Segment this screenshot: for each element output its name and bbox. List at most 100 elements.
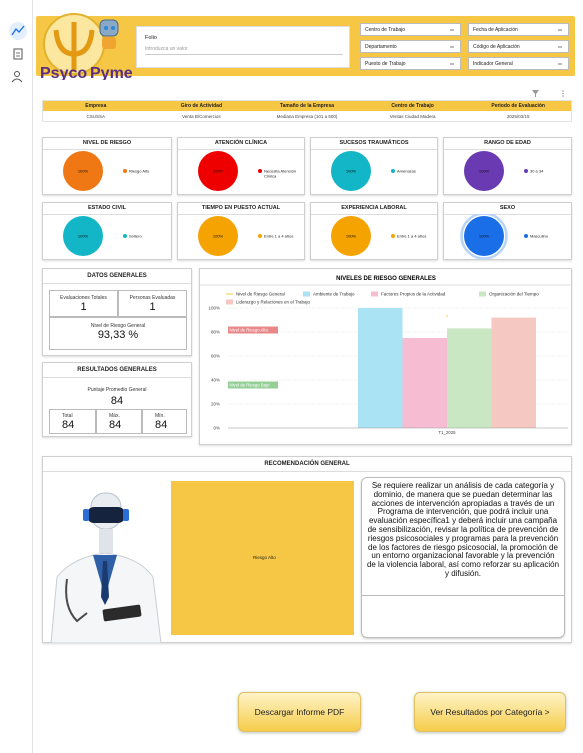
y-tick-label: 80% — [211, 330, 220, 335]
pie-slice — [198, 216, 238, 256]
caret — [450, 63, 454, 65]
folio-box[interactable]: Folio Introduzca un valor — [136, 26, 350, 68]
caret — [558, 46, 562, 48]
users-icon-body — [11, 78, 23, 83]
stat-value: 84 — [155, 419, 168, 431]
stat-label: Evaluaciones Totales — [60, 295, 107, 301]
legend-label: Nivel de Riesgo General — [236, 292, 285, 297]
card-title: NIVEL DE RIESGO — [43, 138, 171, 150]
stat-label: Máx. — [109, 413, 120, 419]
stat-cell: Evaluaciones Totales 1 — [49, 290, 118, 317]
filter-dropdown[interactable]: Puesto de Trabajo — [360, 57, 461, 70]
menu-dot[interactable] — [562, 90, 564, 92]
pie-chart: 100% Entre 1 a 4 años — [331, 216, 426, 256]
download-button[interactable]: Descargar Informe PDF — [238, 692, 361, 732]
pie-card: SEXO 100% Masculino — [443, 202, 572, 260]
users-icon[interactable] — [14, 71, 20, 77]
annotation: Nivel de Riesgo Bajo — [230, 383, 270, 388]
legend-swatch — [258, 234, 262, 238]
folio-label: Folio — [145, 35, 157, 41]
table-header: Tamaño de la Empresa — [254, 101, 360, 111]
datos-generales-card: DATOS GENERALES Evaluaciones Totales 1 P… — [42, 268, 192, 356]
resultados-generales-card: RESULTADOS GENERALES Puntaje Promedio Ge… — [42, 362, 192, 437]
legend-label: Masculino — [530, 234, 549, 239]
chart-title: NIVELES DE RIESGO GENERALES — [336, 276, 436, 282]
legend-swatch — [524, 234, 528, 238]
bar-chart: NIVELES DE RIESGO GENERALES Nivel de Ries… — [200, 276, 571, 435]
table-cell: Mediana Empresa (101 a 500) — [276, 114, 338, 119]
menu-dot — [562, 92, 564, 95]
pie-slice — [63, 216, 103, 256]
y-tick-label: 20% — [211, 402, 220, 407]
bar — [402, 338, 447, 428]
caret — [450, 46, 454, 48]
bar — [447, 328, 492, 428]
stat-value: 84 — [62, 419, 75, 431]
legend-label: Riesgo Alto — [129, 169, 150, 174]
table-cell: Venta B/Comercios — [182, 114, 221, 119]
legend-swatch — [371, 291, 378, 297]
card-title: ATENCIÓN CLÍNICA — [178, 138, 304, 150]
tablet — [102, 604, 142, 622]
results-button[interactable]: Ver Resultados por Categoría > — [414, 692, 566, 732]
toolbar-icons — [532, 90, 564, 97]
filter-dropdown[interactable]: Código de Aplicación — [468, 40, 569, 53]
table-cell: 2025/03/15 — [506, 114, 530, 119]
line-point — [446, 315, 448, 317]
recomendacion-card: RECOMENDACIÓN GENERAL Riesgo Alto Se req… — [42, 456, 572, 643]
pie-chart: 100% 30 a 34 — [464, 151, 544, 191]
table-header: Giro de Actividad — [148, 101, 255, 111]
legend-swatch — [123, 234, 127, 238]
pie-slice — [63, 151, 103, 191]
filter-dropdown[interactable]: Centro de Trabajo — [360, 23, 461, 36]
legend-swatch — [391, 234, 395, 238]
pie-chart: 100% Necesita Atención Clínica — [198, 151, 296, 191]
pie-card: RANGO DE EDAD 100% 30 a 34 — [443, 137, 572, 195]
pie-card: ESTADO CIVIL 100% Soltero — [42, 202, 172, 260]
slice-label: 100% — [479, 234, 490, 239]
card-title: SUCESOS TRAUMÁTICOS — [311, 138, 437, 150]
report-icon[interactable] — [13, 48, 23, 60]
annotation-bg — [228, 381, 278, 389]
doctor-illustration — [50, 492, 162, 643]
x-tick-label: T1_2025 — [439, 430, 457, 435]
stat-label: Mín. — [155, 413, 165, 419]
legend-label: Liderazgo y Relaciones en el Trabajo — [236, 300, 311, 305]
legend-label: Organización del Tiempo — [489, 292, 539, 297]
legend-swatch — [479, 291, 486, 297]
robot-body — [102, 37, 116, 49]
stat-label: Nivel de Riesgo General — [90, 323, 146, 329]
filter-dropdown[interactable]: Fecha de Aplicación — [468, 23, 569, 36]
stat-cell: Personas Evaluadas 1 — [118, 290, 187, 317]
pie-card: ATENCIÓN CLÍNICA 100% Necesita Atención Clí… — [177, 137, 305, 195]
card-title: DATOS GENERALES — [43, 269, 191, 284]
pie-chart: 100% Entre 1 a 4 años — [198, 216, 293, 256]
filter-dropdown[interactable]: Indicador General — [468, 57, 569, 70]
legend-label: Soltero — [129, 234, 142, 239]
tie — [101, 561, 109, 605]
filter-icon[interactable] — [532, 90, 539, 97]
stat-value: 93,33 % — [97, 329, 139, 341]
y-tick-label: 100% — [208, 306, 220, 311]
table-cell: CSUSSA — [86, 114, 106, 119]
bar-chart-card: NIVELES DE RIESGO GENERALES Nivel de Ries… — [199, 268, 572, 445]
stat-label: Total — [62, 413, 73, 419]
card-title: TIEMPO EN PUESTO ACTUAL — [178, 203, 304, 215]
trend-icon[interactable] — [11, 25, 25, 36]
pie-chart: 100% Riesgo Alto — [63, 151, 150, 191]
slice-label: 100% — [213, 234, 224, 239]
card-title: EXPERIENCIA LABORAL — [311, 203, 437, 215]
pie-slice — [464, 216, 504, 256]
slice-label: 100% — [78, 234, 89, 239]
pie-chart: 100% Amenazas — [331, 151, 416, 191]
card-title: RANGO DE EDAD — [444, 138, 571, 150]
stat-label: Personas Evaluadas — [129, 295, 176, 301]
folio-input[interactable]: Introduzca un valor — [145, 46, 343, 55]
sidebar — [0, 0, 33, 753]
filter-dropdown[interactable]: Departamento — [360, 40, 461, 53]
visor — [87, 507, 125, 523]
legend-swatch — [258, 169, 262, 173]
highlight-ring — [460, 214, 508, 260]
